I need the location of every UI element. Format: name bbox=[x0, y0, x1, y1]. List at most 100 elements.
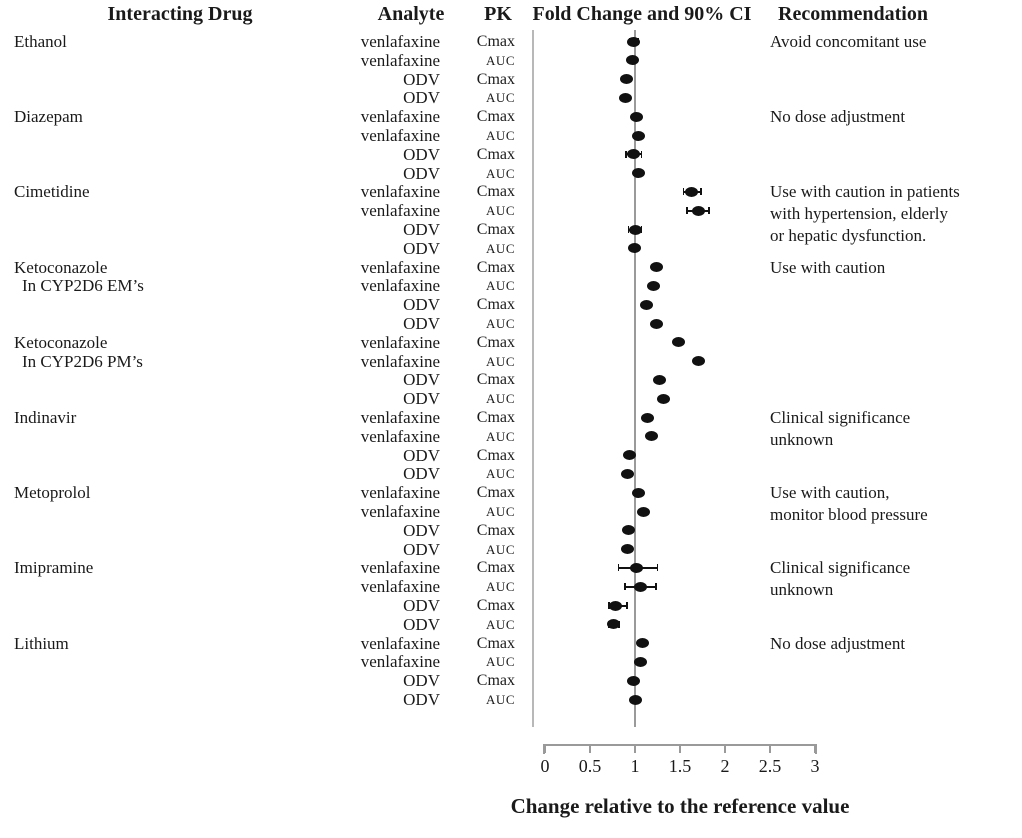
interacting-drug-label: Ethanol bbox=[14, 32, 67, 51]
analyte-label: venlafaxine bbox=[360, 276, 440, 296]
point-estimate-dot bbox=[630, 562, 644, 573]
point-estimate-dot bbox=[652, 374, 666, 385]
recommendation-text: Avoid concomitant use bbox=[770, 32, 927, 51]
point-estimate-dot bbox=[628, 694, 642, 705]
analyte-label: ODV bbox=[403, 88, 440, 108]
ci-left-cap bbox=[686, 207, 688, 215]
pk-parameter-label: Cmax bbox=[476, 108, 515, 126]
point-estimate-dot bbox=[627, 243, 641, 254]
interacting-drug-label-line2: In CYP2D6 PM’s bbox=[22, 351, 143, 371]
analyte-label: venlafaxine bbox=[360, 483, 440, 503]
reference-line-at-1 bbox=[634, 30, 636, 727]
point-estimate-dot bbox=[626, 675, 640, 686]
column-header-analyte: Analyte bbox=[377, 3, 445, 25]
ci-right-cap bbox=[700, 188, 702, 196]
forest-row: ODV Cmax bbox=[0, 295, 1022, 314]
pk-parameter-label: AUC bbox=[486, 240, 515, 256]
forest-row: ODV AUC bbox=[0, 88, 1022, 107]
x-axis-tick-label: 0.5 bbox=[578, 756, 602, 776]
point-estimate-dot bbox=[608, 600, 622, 611]
point-estimate-dot bbox=[671, 337, 685, 348]
pk-parameter-label: AUC bbox=[486, 504, 515, 519]
analyte-label: ODV bbox=[403, 370, 440, 390]
analyte-label: venlafaxine bbox=[360, 32, 440, 51]
ci-right-cap bbox=[655, 583, 657, 591]
analyte-label: venlafaxine bbox=[360, 633, 440, 653]
recommendation-text: Use with caution in patients with hypert… bbox=[770, 182, 960, 246]
analyte-label: ODV bbox=[403, 520, 440, 540]
x-axis-tick-label: 2.5 bbox=[758, 756, 782, 776]
x-axis-tick-label: 3 bbox=[810, 756, 820, 776]
forest-row: ODV Cmax bbox=[0, 370, 1022, 389]
pk-parameter-label: Cmax bbox=[476, 296, 515, 314]
pk-parameter-label: Cmax bbox=[476, 70, 515, 88]
forest-row: Imipramine venlafaxine Cmax bbox=[0, 558, 1022, 577]
forest-row: ODV AUC bbox=[0, 464, 1022, 483]
point-estimate-dot bbox=[620, 74, 634, 85]
analyte-label: ODV bbox=[403, 690, 440, 709]
analyte-label: ODV bbox=[403, 389, 440, 409]
pk-parameter-label: Cmax bbox=[476, 409, 515, 426]
analyte-label: venlafaxine bbox=[360, 182, 440, 202]
point-estimate-dot bbox=[621, 468, 635, 479]
pk-parameter-label: Cmax bbox=[476, 33, 515, 50]
point-estimate-dot bbox=[625, 55, 639, 66]
x-axis-tick bbox=[769, 745, 771, 753]
ci-left-cap bbox=[617, 564, 620, 572]
ci-right-cap bbox=[656, 564, 659, 572]
pk-parameter-label: AUC bbox=[486, 165, 515, 181]
pk-parameter-label: AUC bbox=[486, 428, 515, 444]
point-estimate-dot bbox=[632, 487, 646, 498]
x-axis-tick bbox=[814, 745, 816, 753]
point-estimate-dot bbox=[647, 280, 661, 291]
pk-parameter-label: Cmax bbox=[476, 183, 515, 201]
forest-row: Ethanol venlafaxine Cmax bbox=[0, 32, 1022, 51]
pk-parameter-label: AUC bbox=[486, 541, 515, 557]
x-axis-tick bbox=[634, 745, 636, 753]
recommendation-text: No dose adjustment bbox=[770, 633, 906, 653]
point-estimate-dot bbox=[635, 638, 649, 649]
recommendation-text: Use with caution bbox=[770, 257, 886, 277]
interacting-drug-label: Cimetidine bbox=[14, 182, 90, 202]
analyte-label: venlafaxine bbox=[360, 332, 440, 352]
pk-parameter-label: Cmax bbox=[476, 333, 515, 351]
forest-row: ODV Cmax bbox=[0, 145, 1022, 164]
point-estimate-dot bbox=[633, 656, 647, 667]
point-estimate-dot bbox=[626, 36, 640, 47]
pk-parameter-label: AUC bbox=[486, 579, 515, 595]
forest-row: ODV Cmax bbox=[0, 596, 1022, 615]
point-estimate-dot bbox=[628, 224, 642, 235]
point-estimate-dot bbox=[632, 130, 646, 141]
x-axis-tick bbox=[724, 745, 726, 753]
pk-parameter-label: AUC bbox=[486, 90, 515, 106]
pk-parameter-label: AUC bbox=[486, 316, 515, 331]
analyte-label: venlafaxine bbox=[360, 50, 440, 70]
point-estimate-dot bbox=[691, 205, 705, 216]
analyte-label: venlafaxine bbox=[360, 502, 440, 521]
ci-left-cap bbox=[625, 150, 627, 158]
analyte-label: venlafaxine bbox=[360, 558, 440, 578]
pk-parameter-label: Cmax bbox=[476, 559, 515, 577]
forest-row: ODV Cmax bbox=[0, 446, 1022, 465]
x-axis-tick-label: 0 bbox=[540, 756, 550, 776]
ci-right-cap bbox=[640, 150, 643, 158]
point-estimate-dot bbox=[636, 506, 650, 517]
x-axis-right-cap bbox=[815, 744, 817, 754]
interacting-drug-label: Ketoconazole bbox=[14, 332, 108, 352]
analyte-label: venlafaxine bbox=[360, 201, 440, 221]
pk-parameter-label: AUC bbox=[486, 692, 515, 707]
forest-row: ODV AUC bbox=[0, 690, 1022, 709]
interacting-drug-label: Metoprolol bbox=[14, 483, 91, 503]
column-header-recommendation: Recommendation bbox=[778, 3, 928, 25]
pk-parameter-label: Cmax bbox=[476, 446, 515, 464]
pk-parameter-label: AUC bbox=[486, 278, 515, 294]
point-estimate-dot bbox=[621, 544, 635, 555]
analyte-label: ODV bbox=[403, 464, 440, 484]
point-estimate-dot bbox=[623, 450, 637, 461]
forest-row: venlafaxine AUC bbox=[0, 577, 1022, 596]
point-estimate-dot bbox=[630, 111, 644, 122]
point-estimate-dot bbox=[641, 412, 655, 423]
analyte-label: venlafaxine bbox=[360, 351, 440, 371]
x-axis-tick bbox=[544, 745, 546, 753]
pk-parameter-label: AUC bbox=[486, 353, 515, 369]
